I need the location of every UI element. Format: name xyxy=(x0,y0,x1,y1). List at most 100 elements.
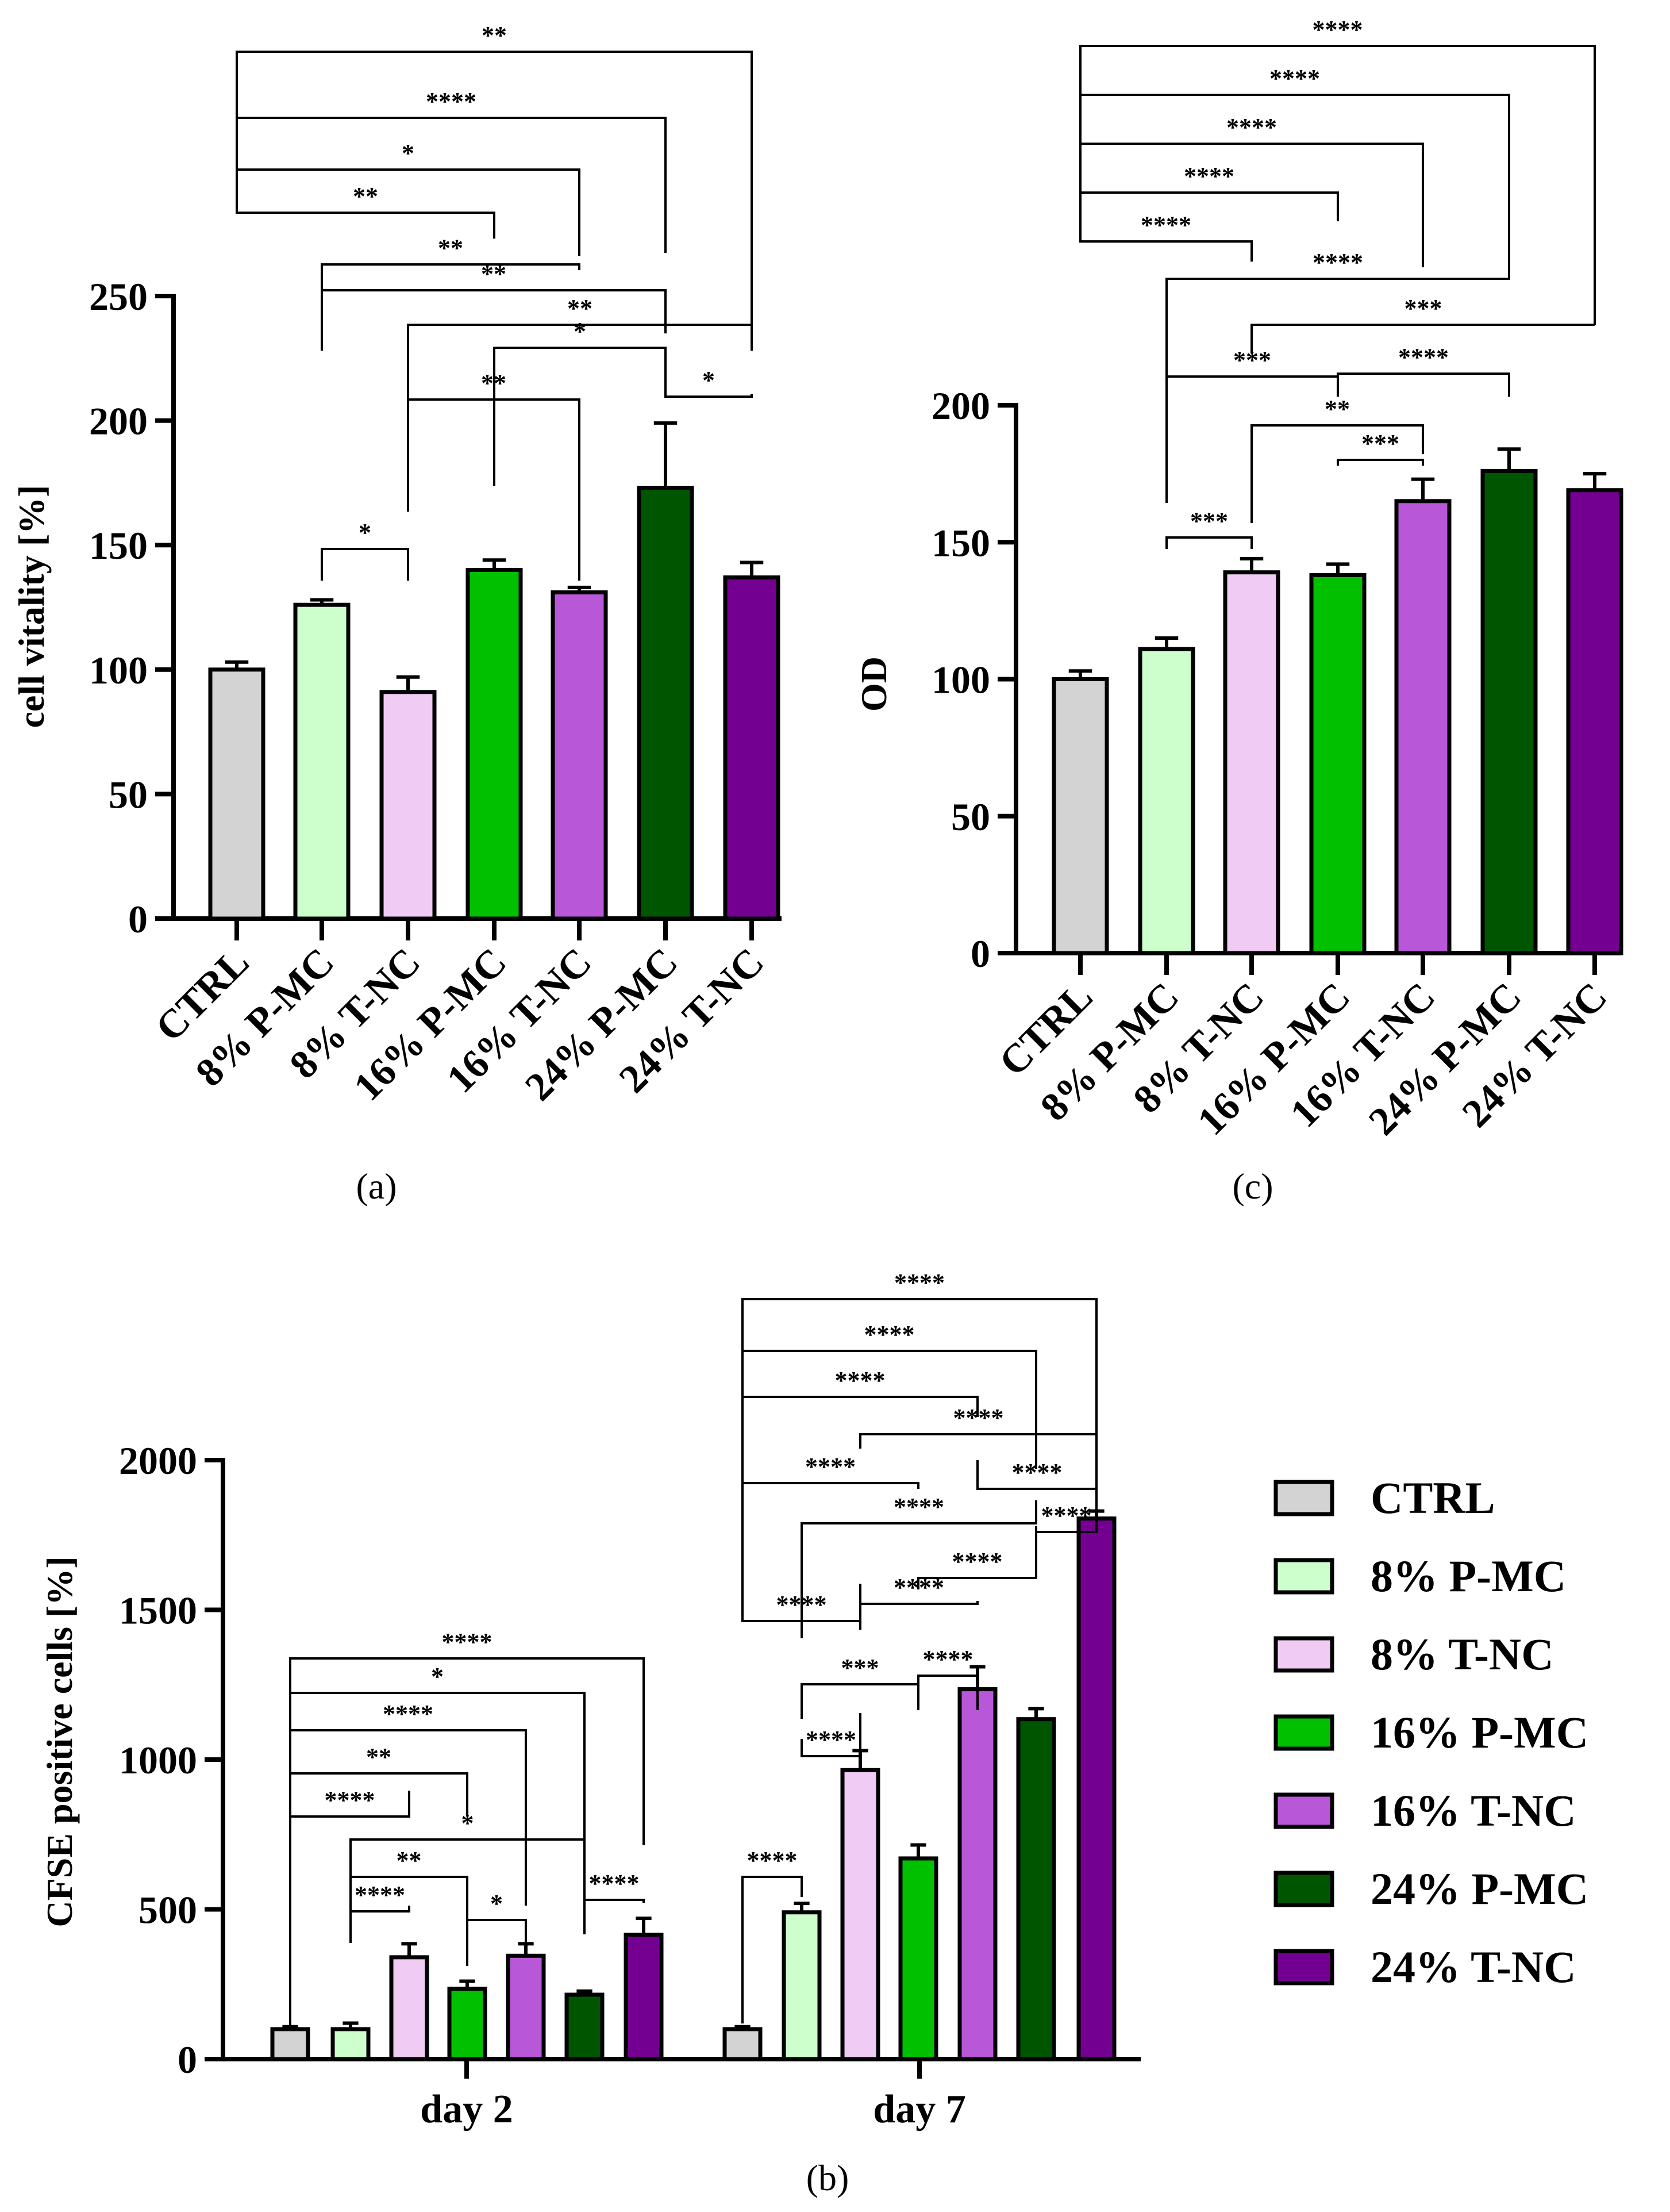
significance-label: **** xyxy=(1398,343,1449,371)
bar xyxy=(330,2027,371,2061)
bar xyxy=(1223,570,1280,955)
significance-bracket xyxy=(1250,324,1595,354)
legend-swatch xyxy=(1273,1871,1334,1907)
significance-label: **** xyxy=(383,1700,433,1728)
group-label: day 2 xyxy=(420,2087,513,2132)
legend-swatch xyxy=(1273,1949,1334,1986)
significance-label: * xyxy=(574,317,586,345)
bar xyxy=(447,1987,487,2061)
legend-swatch xyxy=(1273,1792,1334,1829)
bar xyxy=(624,1933,664,2061)
significance-label: **** xyxy=(894,1493,944,1521)
legend-swatch xyxy=(1273,1636,1334,1673)
significance-label: *** xyxy=(841,1654,879,1682)
bar xyxy=(1566,488,1623,955)
significance-bracket xyxy=(466,1919,527,1952)
y-tick-label: 50 xyxy=(951,795,990,839)
significance-bracket xyxy=(236,117,667,253)
bar xyxy=(898,1856,938,2061)
legend-label: 24% T-NC xyxy=(1371,1942,1576,1992)
panel-a-chart: cell vitality [%] (a) 050100150200250CTR… xyxy=(11,21,782,1207)
y-tick-label: 50 xyxy=(109,773,148,816)
bar xyxy=(551,590,608,921)
significance-bracket xyxy=(917,1526,1037,1589)
y-tick-label: 500 xyxy=(138,1888,197,1932)
significance-label: **** xyxy=(1269,64,1320,93)
y-tick-label: 0 xyxy=(128,897,148,941)
significance-label: ** xyxy=(481,369,506,397)
significance-label: **** xyxy=(952,1547,1003,1576)
panel-a-label: (a) xyxy=(356,1166,397,1207)
significance-label: ** xyxy=(438,234,463,262)
legend-label: 16% T-NC xyxy=(1371,1785,1576,1835)
significance-label: **** xyxy=(1141,211,1191,239)
significance-bracket xyxy=(1337,459,1424,466)
significance-label: * xyxy=(431,1662,444,1691)
y-tick-label: 200 xyxy=(932,384,990,428)
bar xyxy=(1052,677,1109,955)
significance-bracket xyxy=(1079,187,1253,262)
y-tick-label: 250 xyxy=(89,275,148,318)
significance-bracket xyxy=(289,1791,410,2026)
y-tick-label: 200 xyxy=(89,400,148,443)
significance-bracket xyxy=(1079,45,1596,325)
significance-label: *** xyxy=(1233,346,1271,374)
significance-label: **** xyxy=(325,1786,375,1814)
legend-label: 8% P-MC xyxy=(1371,1551,1566,1601)
significance-bracket xyxy=(1250,424,1424,523)
y-tick-label: 150 xyxy=(932,521,990,564)
significance-bracket xyxy=(583,1899,645,1934)
bar xyxy=(782,1910,822,2061)
significance-bracket xyxy=(741,1482,919,1595)
significance-bracket xyxy=(1165,536,1253,549)
significance-label: *** xyxy=(1405,294,1442,322)
significance-label: **** xyxy=(805,1453,856,1481)
significance-label: **** xyxy=(806,1726,856,1754)
significance-bracket xyxy=(741,1298,1098,1595)
bar xyxy=(957,1687,998,2061)
y-tick-label: 100 xyxy=(89,648,148,692)
panel-b-label: (b) xyxy=(806,2157,849,2198)
bar xyxy=(465,568,523,921)
group-label: day 7 xyxy=(873,2087,965,2132)
significance-label: **** xyxy=(1041,1501,1092,1530)
significance-bracket xyxy=(801,1713,861,1757)
significance-bracket xyxy=(1079,94,1510,276)
y-tick-label: 100 xyxy=(932,658,990,702)
legend-label: CTRL xyxy=(1371,1473,1495,1523)
significance-bracket xyxy=(321,263,580,351)
significance-label: **** xyxy=(953,1404,1004,1432)
significance-label: ** xyxy=(482,21,507,49)
bar xyxy=(208,667,265,921)
bar xyxy=(1138,647,1195,955)
panel-a-ylabel: cell vitality [%] xyxy=(11,485,52,728)
significance-bracket xyxy=(801,1500,1037,1638)
significance-label: ** xyxy=(481,260,506,288)
significance-label: **** xyxy=(923,1645,973,1673)
legend-swatch xyxy=(1273,1714,1334,1751)
significance-label: **** xyxy=(1012,1458,1063,1487)
significance-label: ** xyxy=(397,1846,422,1875)
significance-bracket xyxy=(859,1601,979,1630)
significance-bracket xyxy=(349,1906,410,1943)
y-tick-label: 1500 xyxy=(119,1589,197,1633)
significance-bracket xyxy=(917,1675,979,1710)
bar xyxy=(1480,468,1538,955)
significance-bracket xyxy=(976,1460,1098,1509)
bar xyxy=(564,1992,605,2061)
bar xyxy=(506,1953,546,2061)
panel-b-ylabel: CFSE positive cells [%] xyxy=(39,1556,80,1927)
significance-bracket xyxy=(1079,187,1339,221)
significance-label: *** xyxy=(1190,507,1228,535)
bar xyxy=(1016,1717,1056,2061)
significance-label: **** xyxy=(426,87,476,116)
significance-label: **** xyxy=(1313,248,1363,276)
significance-label: * xyxy=(461,1809,474,1837)
panel-b-chart: CFSE positive cells [%] (b) 0 500 1000 1500… xyxy=(39,1269,1141,2198)
significance-bracket xyxy=(321,548,409,581)
significance-bracket xyxy=(1337,372,1510,397)
significance-bracket xyxy=(741,1876,803,2023)
y-tick-label: 0 xyxy=(178,2038,197,2082)
bar xyxy=(1076,1516,1117,2061)
significance-label: **** xyxy=(864,1320,915,1349)
